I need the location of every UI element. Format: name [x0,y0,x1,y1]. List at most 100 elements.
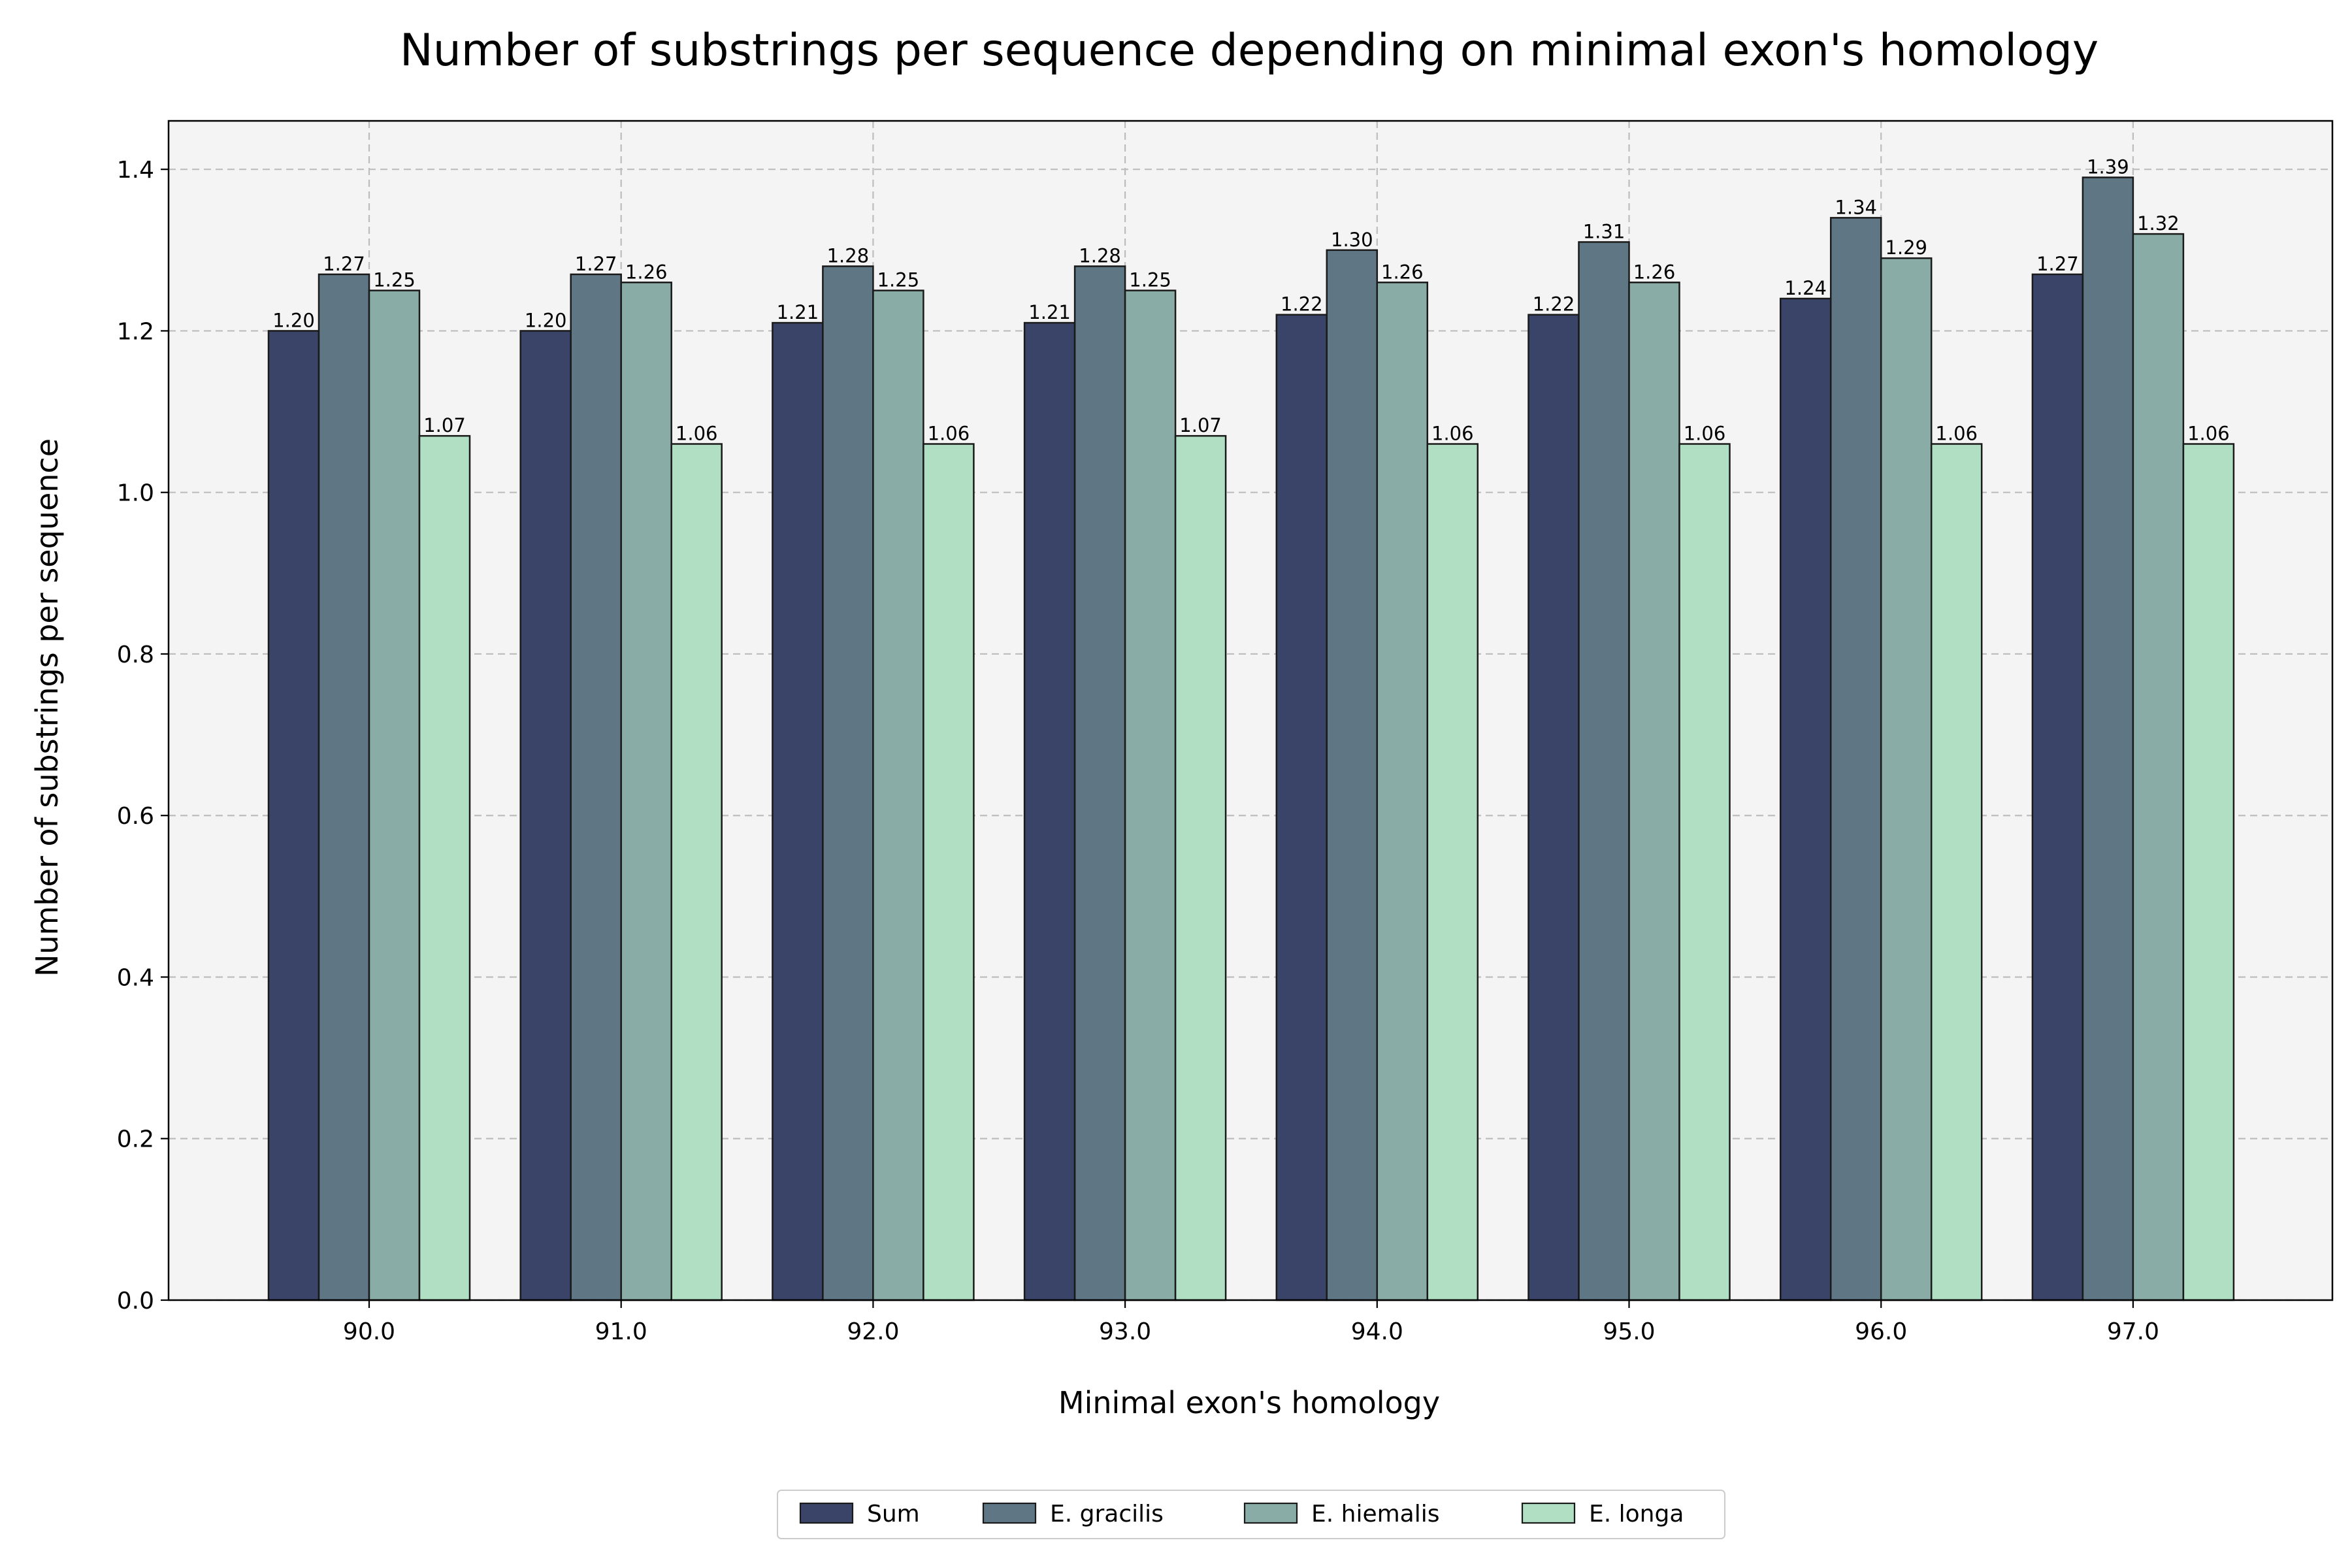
data-label: 1.39 [2087,156,2129,178]
bar [368,289,421,1301]
bar [1527,314,1580,1301]
bar [519,330,572,1301]
data-label: 1.25 [1129,269,1171,291]
plot-area [169,121,2332,1300]
bar [1275,314,1328,1301]
bar [1073,265,1126,1301]
bar [318,273,370,1301]
legend-label: E. hiemalis [1311,1501,1440,1527]
y-tick-label: 1.4 [117,157,154,184]
bar [1628,282,1680,1301]
value-labels: 1.20 1.27 1.25 1.07 1.20 1.27 1.26 1.06 1.21 1.28… [272,156,2229,445]
bar [2031,273,2084,1301]
data-label: 1.06 [2187,423,2230,445]
bar [1426,443,1479,1301]
y-tick-label: 0.2 [117,1126,154,1153]
data-label: 1.06 [676,423,718,445]
y-axis-ticks: 0.0 0.2 0.4 0.6 0.8 1.0 1.2 1.4 [117,157,169,1315]
data-label: 1.28 [827,245,870,267]
bar [1678,443,1731,1301]
bar [1174,434,1227,1301]
data-label: 1.31 [1583,220,1625,242]
x-tick-label: 90.0 [343,1318,395,1345]
data-label: 1.26 [625,261,668,283]
bar [2182,443,2235,1301]
y-tick-label: 0.4 [117,964,154,991]
x-tick-label: 92.0 [847,1318,899,1345]
bar [822,265,874,1301]
legend-swatch [799,1502,854,1524]
bar [923,443,975,1301]
x-tick-label: 95.0 [1603,1318,1655,1345]
legend-label: E. longa [1589,1501,1684,1527]
x-tick-label: 97.0 [2107,1318,2159,1345]
data-label: 1.06 [1684,423,1726,445]
bar [872,289,924,1301]
data-label: 1.34 [1835,196,1877,218]
bar [2132,233,2185,1301]
legend: Sum E. gracilis E. hiemalis E. longa [777,1490,1725,1539]
data-label: 1.21 [1028,301,1071,323]
data-label: 1.27 [323,253,365,275]
data-label: 1.20 [272,309,315,331]
x-tick-label: 94.0 [1351,1318,1403,1345]
legend-swatch [1243,1502,1298,1524]
bar [1829,217,1882,1301]
data-label: 1.22 [1281,293,1323,316]
bar [620,282,672,1301]
bar [1578,241,1630,1301]
bar [1880,257,1933,1301]
data-label: 1.07 [423,414,466,436]
data-label: 1.20 [525,309,567,331]
data-label: 1.06 [1431,423,1474,445]
data-label: 1.22 [1533,293,1575,316]
bar [1930,443,1983,1301]
y-axis-label: Number of substrings per sequence [29,438,65,977]
legend-label: E. gracilis [1050,1501,1164,1527]
data-label: 1.28 [1079,245,1121,267]
bar [1124,289,1177,1301]
data-label: 1.25 [373,269,416,291]
data-label: 1.21 [777,301,819,323]
legend-swatch [1521,1502,1576,1524]
data-label: 1.32 [2137,212,2180,235]
legend-items: Sum E. gracilis E. hiemalis E. longa [799,1501,1684,1527]
data-label: 1.24 [1784,277,1827,299]
bar [1326,249,1379,1301]
y-tick-label: 1.2 [117,318,154,345]
y-tick-label: 0.6 [117,803,154,830]
bars [267,176,2235,1301]
bar [772,321,824,1301]
x-tick-label: 91.0 [595,1318,647,1345]
bar [267,330,320,1301]
x-tick-label: 93.0 [1099,1318,1151,1345]
data-label: 1.30 [1331,229,1373,251]
data-label: 1.27 [575,253,617,275]
bar [1376,282,1429,1301]
x-axis-label: Minimal exon's homology [1058,1385,1440,1420]
plot-frame [167,120,2334,1301]
bar [670,443,723,1301]
y-tick-label: 0.8 [117,642,154,668]
chart-title: Number of substrings per sequence depend… [400,25,2099,76]
bar [1779,297,1832,1301]
y-tick-label: 0.0 [117,1288,154,1315]
data-label: 1.06 [1935,423,1978,445]
y-tick-label: 1.0 [117,480,154,507]
x-tick-label: 96.0 [1855,1318,1907,1345]
bar [2082,176,2134,1301]
bar [418,434,471,1301]
data-label: 1.06 [928,423,970,445]
legend-label: Sum [867,1501,920,1527]
data-label: 1.25 [877,269,920,291]
data-label: 1.07 [1179,414,1222,436]
data-label: 1.26 [1633,261,1676,283]
legend-swatch [982,1502,1037,1524]
x-axis-ticks: 90.0 91.0 92.0 93.0 94.0 95.0 96.0 97.0 [343,1300,2159,1345]
bar [570,273,622,1301]
data-label: 1.26 [1381,261,1424,283]
data-label: 1.29 [1885,237,1927,259]
bar [1023,321,1076,1301]
